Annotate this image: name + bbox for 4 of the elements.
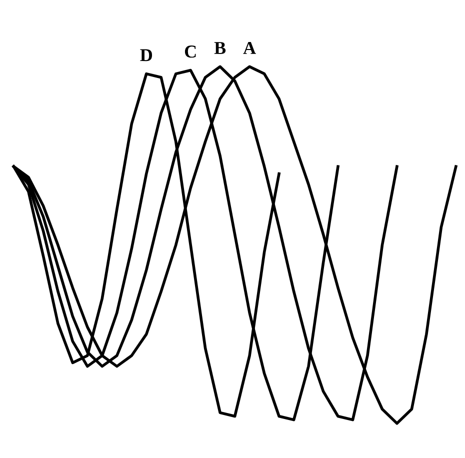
series-label: B (214, 42, 226, 54)
series-label: C (184, 46, 196, 58)
series-label: A (243, 42, 256, 54)
series-label: D (140, 49, 152, 62)
